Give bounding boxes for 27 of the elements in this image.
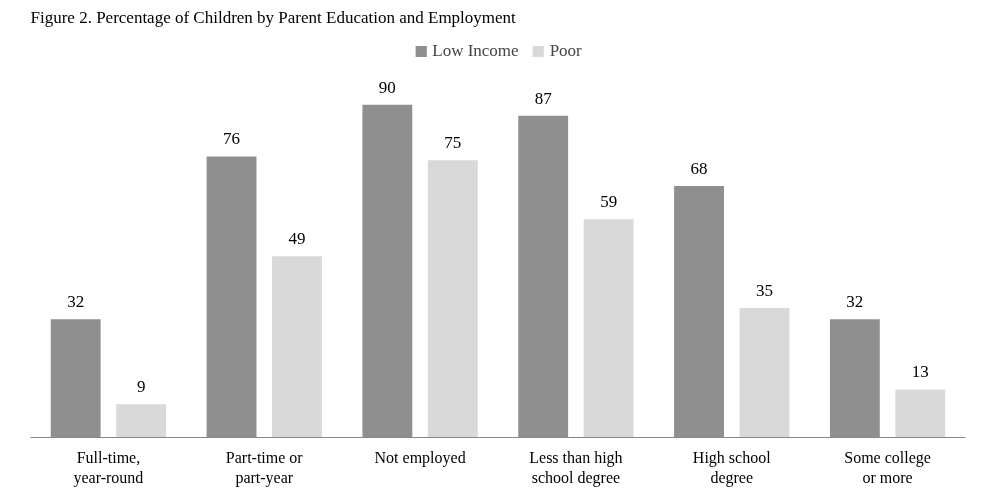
x-tick-label: Part-time or part-year (225, 448, 304, 487)
bar (895, 389, 946, 438)
data-label: 9 (136, 377, 146, 397)
legend-label: Low Income (432, 41, 519, 61)
data-label: 90 (378, 77, 396, 97)
bar (427, 160, 478, 438)
data-label: 49 (288, 229, 306, 249)
data-label: 35 (755, 281, 773, 301)
x-tick-label: Less than high school degree (529, 448, 623, 487)
data-label: 13 (911, 362, 929, 382)
legend-label: Poor (549, 41, 582, 61)
data-label: 75 (444, 133, 462, 153)
bar (739, 308, 790, 438)
data-label: 87 (534, 88, 553, 108)
x-tick-label: High school degree (692, 448, 772, 487)
bar (583, 219, 634, 438)
data-label: 32 (846, 292, 864, 312)
bar (116, 404, 167, 438)
data-label: 76 (223, 129, 241, 149)
x-tick-label: Not employed (374, 448, 466, 467)
data-label: 32 (67, 292, 85, 312)
x-tick-label: Some college or more (844, 448, 931, 486)
x-tick-label: Full-time, year-round (73, 448, 144, 487)
data-label: 59 (600, 192, 618, 212)
chart-title: Figure 2. Percentage of Children by Parent Education and Employment (30, 7, 517, 27)
bar (272, 256, 322, 438)
data-label: 68 (690, 159, 708, 179)
